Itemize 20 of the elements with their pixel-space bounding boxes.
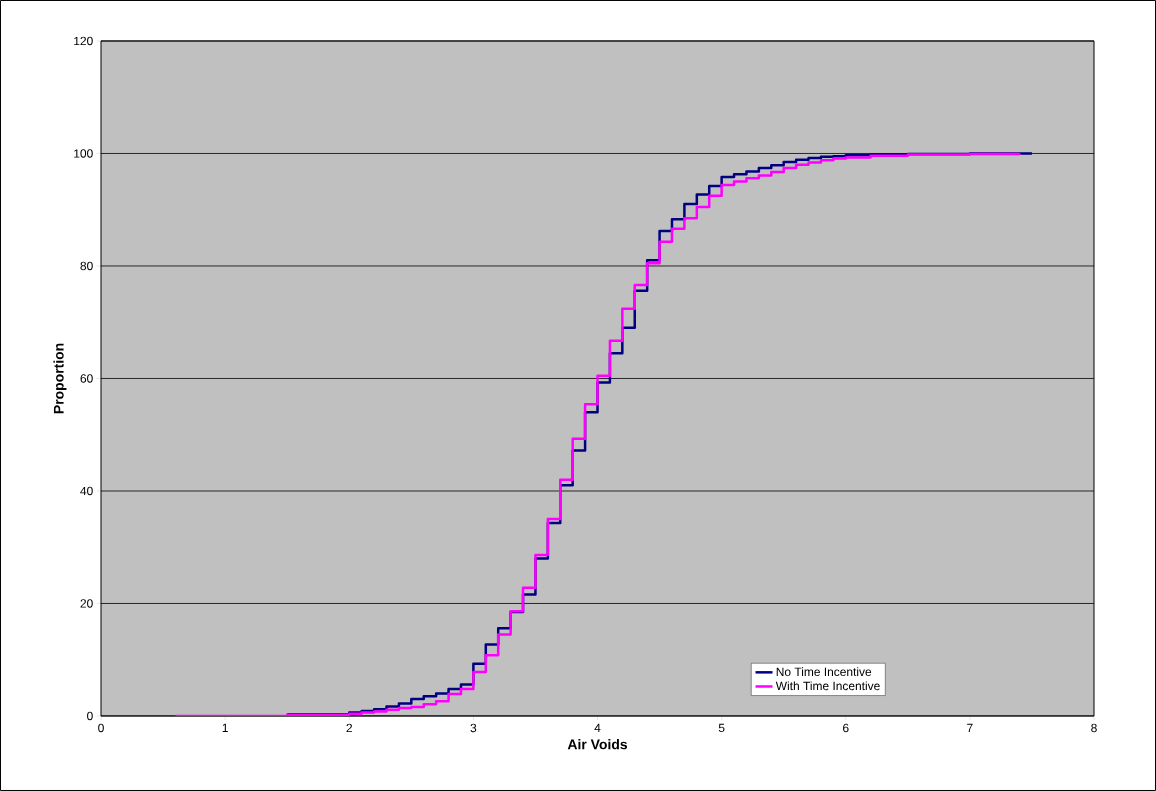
x-tick-label: 2	[346, 723, 352, 733]
x-tick-label: 4	[594, 723, 601, 732]
x-tick-label: 5	[718, 723, 725, 733]
x-tick-label: 1	[222, 723, 228, 732]
y-tick-label: 20	[80, 599, 93, 608]
x-axis-title: Air Voids	[567, 739, 628, 750]
y-tick-label: 60	[80, 374, 93, 383]
y-tick-label: 0	[87, 711, 93, 721]
y-axis-title: Proportion	[53, 343, 67, 414]
legend-label: With Time Incentive	[775, 681, 880, 691]
x-tick-label: 7	[967, 723, 973, 732]
y-tick-label: 80	[80, 261, 93, 271]
x-tick-label: 6	[843, 723, 849, 733]
x-tick-label: 0	[98, 723, 104, 733]
y-tick-label: 40	[80, 486, 93, 496]
x-tick-label: 8	[1091, 723, 1097, 733]
y-tick-label: 100	[74, 149, 93, 158]
legend-label: No Time Incentive	[776, 667, 872, 677]
x-tick-label: 3	[470, 723, 477, 733]
y-tick-label: 120	[74, 36, 93, 46]
